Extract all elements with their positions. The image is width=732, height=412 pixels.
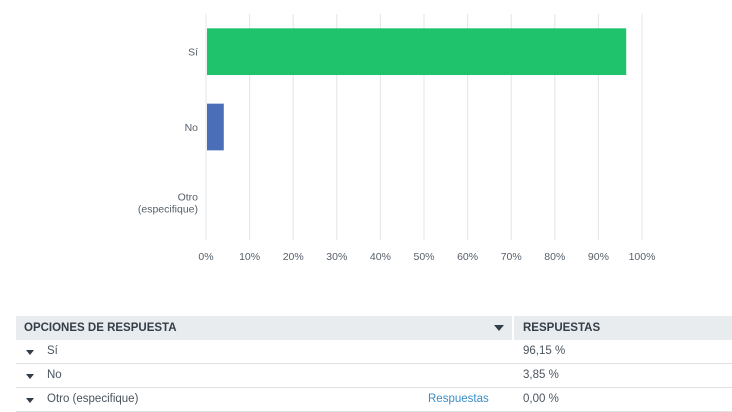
bar	[207, 103, 224, 151]
chart-category-labels: Sí No Otro (especifique)	[138, 47, 198, 216]
x-tick-label: 80%	[544, 251, 565, 263]
x-tick-label: 0%	[198, 251, 213, 263]
x-tick-label: 10%	[239, 251, 260, 263]
x-tick-label: 20%	[283, 251, 304, 263]
chart-x-tick-labels: 0% 10% 20% 30% 40% 50% 60% 70% 80% 90% 100%	[198, 251, 655, 263]
x-tick-label: 50%	[413, 251, 434, 263]
row-response-value: 96,15 %	[523, 345, 566, 357]
x-tick-label: 70%	[501, 251, 522, 263]
table-row: Otro (especifique) Respuestas 0,00 %	[16, 388, 732, 412]
row-response-value: 3,85 %	[523, 369, 559, 381]
row-option-label: Sí	[47, 345, 58, 357]
category-label: Otro (especifique)	[138, 191, 198, 215]
chart-bars	[207, 28, 627, 151]
table-row: Sí 96,15 %	[16, 340, 732, 364]
x-tick-label: 60%	[457, 251, 478, 263]
response-table: OPCIONES DE RESPUESTA RESPUESTAS Sí 96,1…	[16, 316, 732, 412]
x-tick-label: 30%	[326, 251, 347, 263]
response-bar-chart: Sí No Otro (especifique) 0% 10% 20% 30% 40% 50% 6…	[138, 14, 655, 263]
row-option-label: Otro (especifique)	[47, 393, 139, 405]
bar	[207, 28, 627, 76]
category-label: Sí	[188, 47, 198, 59]
table-header: OPCIONES DE RESPUESTA RESPUESTAS	[16, 316, 732, 340]
row-option-label: No	[47, 369, 62, 381]
expand-caret-icon[interactable]	[26, 350, 34, 355]
table-row: No 3,85 %	[16, 364, 732, 388]
row-response-value: 0,00 %	[523, 393, 559, 405]
expand-caret-icon[interactable]	[26, 398, 34, 403]
header-responses: RESPUESTAS	[523, 322, 601, 334]
responses-link[interactable]: Respuestas	[428, 393, 489, 405]
expand-caret-icon[interactable]	[26, 374, 34, 379]
header-answer-options: OPCIONES DE RESPUESTA	[24, 322, 177, 334]
category-label: No	[185, 122, 199, 134]
header-divider	[512, 316, 514, 340]
x-tick-label: 90%	[588, 251, 609, 263]
x-tick-label: 40%	[370, 251, 391, 263]
x-tick-label: 100%	[629, 251, 656, 263]
sort-down-icon[interactable]	[494, 325, 504, 331]
